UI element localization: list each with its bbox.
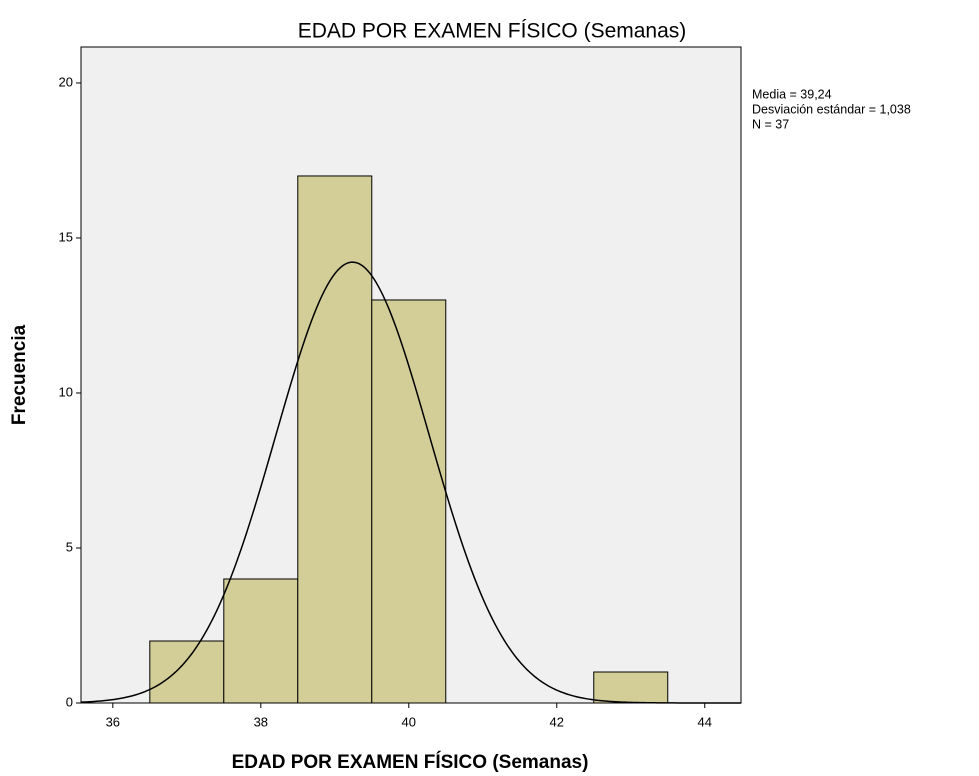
annotation: Desviación estándar = 1,038	[752, 102, 911, 116]
bar	[371, 299, 447, 704]
x-tick-label: 36	[106, 714, 120, 729]
bar	[223, 578, 299, 704]
x-tick-label: 38	[254, 714, 268, 729]
x-axis-label: EDAD POR EXAMEN FÍSICO (Semanas)	[232, 751, 589, 773]
y-tick-label: 20	[59, 74, 73, 89]
x-tick-label: 42	[550, 714, 564, 729]
bar	[297, 175, 373, 704]
x-tick-label: 44	[698, 714, 712, 729]
y-axis-label: Frecuencia	[9, 324, 30, 425]
annotation: Media = 39,24	[752, 87, 832, 101]
y-tick-label: 5	[66, 539, 73, 554]
annotation: N = 37	[752, 117, 789, 131]
chart-title: EDAD POR EXAMEN FÍSICO (Semanas)	[298, 20, 687, 43]
y-tick-label: 0	[66, 694, 73, 709]
bar	[593, 671, 669, 704]
y-tick-label: 10	[59, 384, 73, 399]
bar	[149, 640, 225, 704]
y-tick-label: 15	[59, 229, 73, 244]
normal-curve	[80, 261, 741, 704]
x-tick-label: 40	[402, 714, 416, 729]
